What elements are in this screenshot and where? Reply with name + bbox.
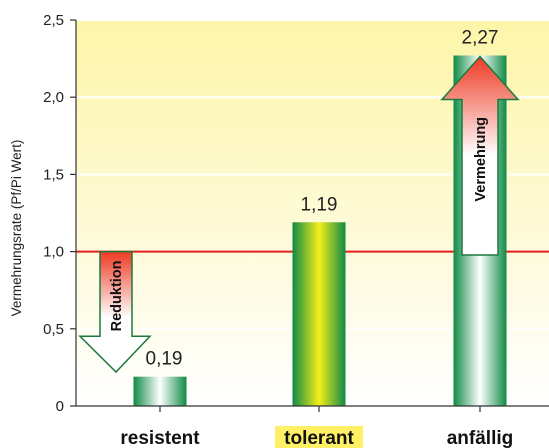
category-label-resistent: resistent — [120, 428, 200, 448]
y-axis-title: Vermehrungsrate (Pf/Pi Wert) — [9, 140, 24, 317]
data-label-tolerant: 1,19 — [301, 194, 338, 215]
arrow-down-shape — [78, 250, 152, 374]
y-tick-label-2: 1,0 — [43, 244, 64, 261]
bar-resistent — [133, 376, 187, 406]
y-tick-label-0: 0 — [56, 398, 64, 415]
y-tick-label-1: 0,5 — [43, 321, 64, 338]
category-label-anfällig: anfällig — [447, 428, 514, 448]
data-label-anfällig: 2,27 — [462, 28, 499, 49]
category-highlight — [275, 426, 363, 448]
data-label-resistent: 0,19 — [146, 349, 183, 370]
category-label-tolerant: tolerant — [284, 428, 354, 448]
arrow-down-label: Reduktion — [109, 260, 125, 331]
y-tick-label-4: 2,0 — [43, 89, 64, 106]
axis-layer: 0 0,5 1,0 1,5 2,0 2,5 — [43, 12, 549, 415]
arrows-layer: Reduktion Vermehrung — [78, 55, 520, 374]
y-tick-label-5: 2,5 — [43, 12, 64, 29]
arrow-up-shape — [440, 55, 520, 256]
bar-tolerant — [292, 222, 346, 406]
y-tick-label-3: 1,5 — [43, 166, 64, 183]
arrow-up-label: Vermehrung — [473, 117, 489, 202]
labels-layer: Vermehrungsrate (Pf/Pi Wert) resistent tol… — [9, 28, 513, 448]
